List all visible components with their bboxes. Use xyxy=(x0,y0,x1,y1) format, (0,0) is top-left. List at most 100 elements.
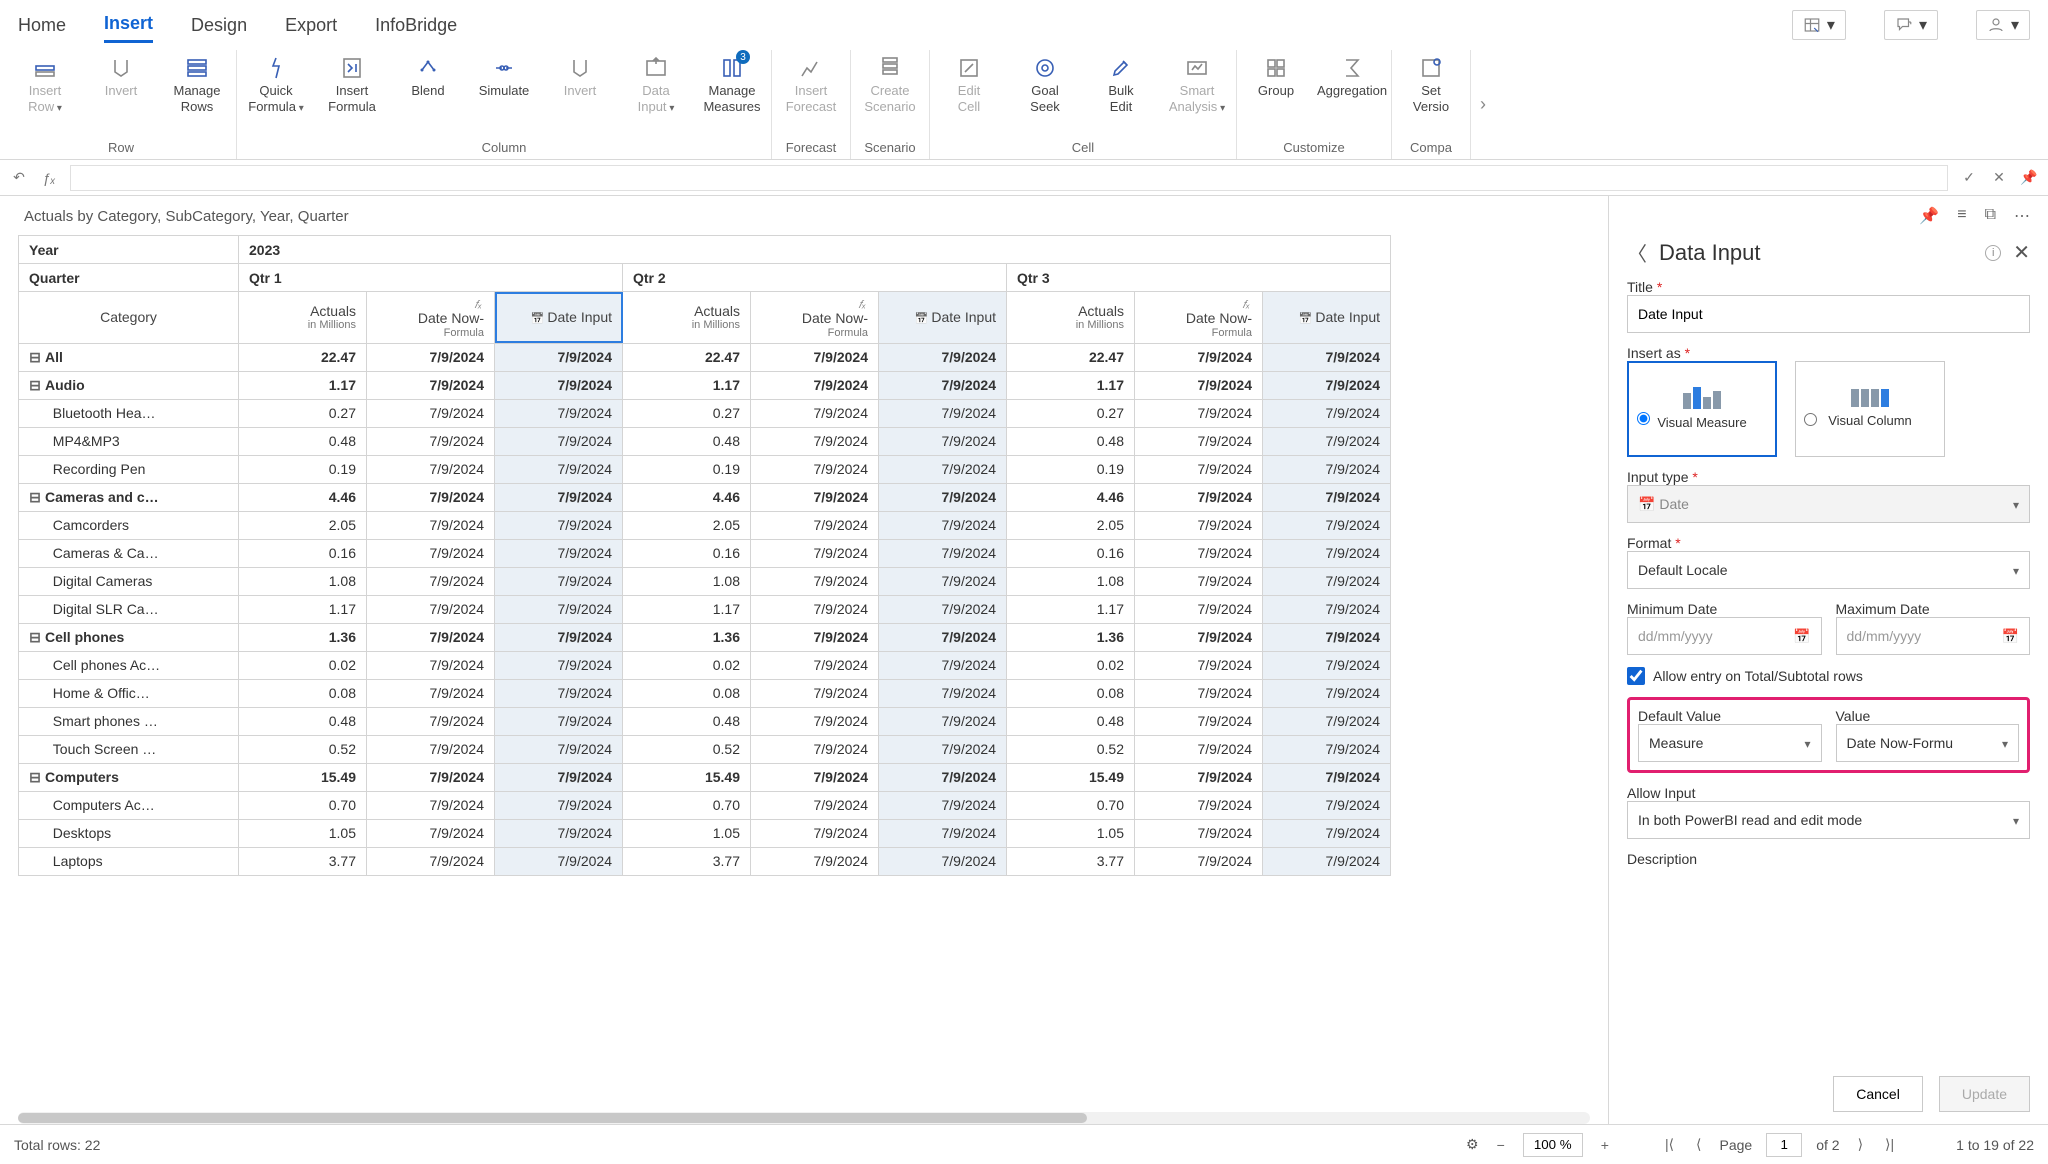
tab-export[interactable]: Export xyxy=(285,9,337,42)
table-row[interactable]: Digital Cameras1.087/9/20247/9/20241.087… xyxy=(19,567,1391,595)
table-tool-button[interactable]: ▾ xyxy=(1792,10,1846,40)
group-button[interactable]: Group xyxy=(1243,54,1309,98)
confirm-icon[interactable]: ✓ xyxy=(1960,169,1978,186)
grid-scroll[interactable]: Year2023QuarterQtr 1Qtr 2Qtr 3CategoryAc… xyxy=(0,235,1608,1108)
ribbon-group-label: Compa xyxy=(1410,138,1452,157)
page-last-button[interactable]: ⟩| xyxy=(1881,1136,1898,1153)
ribbon-group: SetVersio Compa xyxy=(1392,50,1471,159)
settings-icon[interactable]: ⚙ xyxy=(1466,1136,1479,1153)
invert-button[interactable]: Invert xyxy=(88,54,154,98)
horizontal-scrollbar[interactable] xyxy=(18,1112,1590,1124)
table-row[interactable]: Recording Pen0.197/9/20247/9/20240.197/9… xyxy=(19,455,1391,483)
insert-as-visual-column[interactable]: Visual Column xyxy=(1795,361,1945,457)
tab-infobridge[interactable]: InfoBridge xyxy=(375,9,457,42)
simulate-button[interactable]: Simulate xyxy=(471,54,537,98)
insert-rowbutton[interactable]: InsertRow xyxy=(12,54,78,115)
data-inputbutton[interactable]: DataInput xyxy=(623,54,689,115)
comment-tool-button[interactable]: ▾ xyxy=(1884,10,1938,40)
create-scenariobutton[interactable]: CreateScenario xyxy=(857,54,923,115)
ribbon-group-label: Row xyxy=(108,138,134,157)
panel-close-icon[interactable]: ✕ xyxy=(2013,240,2030,265)
allow-total-checkbox[interactable]: Allow entry on Total/Subtotal rows xyxy=(1627,667,2030,685)
popout-panel-icon[interactable]: ⧉ xyxy=(1985,206,1996,226)
insert-forecastbutton[interactable]: InsertForecast xyxy=(778,54,844,115)
user-tool-button[interactable]: ▾ xyxy=(1976,10,2030,40)
table-row[interactable]: ⊟Cameras and c…4.467/9/20247/9/20244.467… xyxy=(19,483,1391,511)
table-row[interactable]: MP4&MP30.487/9/20247/9/20240.487/9/20247… xyxy=(19,427,1391,455)
table-row[interactable]: Bluetooth Hea…0.277/9/20247/9/20240.277/… xyxy=(19,399,1391,427)
input-type-select[interactable]: 📅 Date xyxy=(1627,485,2030,523)
blend-button[interactable]: Blend xyxy=(395,54,461,98)
ribbon-group-label: Customize xyxy=(1283,138,1344,157)
min-date-label: Minimum Date xyxy=(1627,601,1822,617)
table-row[interactable]: Home & Offic…0.087/9/20247/9/20240.087/9… xyxy=(19,679,1391,707)
pin-icon[interactable]: 📌 xyxy=(2020,169,2038,186)
status-bar: Total rows: 22 ⚙ − + |⟨ ⟨ Page of 2 ⟩ ⟩|… xyxy=(0,1124,2048,1164)
table-row[interactable]: Cameras & Ca…0.167/9/20247/9/20240.167/9… xyxy=(19,539,1391,567)
table-row[interactable]: Laptops3.777/9/20247/9/20243.777/9/20247… xyxy=(19,847,1391,875)
invert-button[interactable]: Invert xyxy=(547,54,613,98)
page-input[interactable] xyxy=(1766,1133,1802,1157)
panel-back-icon[interactable]: 〈 xyxy=(1627,238,1647,267)
cancel-icon[interactable]: ✕ xyxy=(1990,169,2008,186)
table-row[interactable]: ⊟Audio1.177/9/20247/9/20241.177/9/20247/… xyxy=(19,371,1391,399)
table-row[interactable]: ⊟All22.477/9/20247/9/202422.477/9/20247/… xyxy=(19,343,1391,371)
page-first-button[interactable]: |⟨ xyxy=(1661,1136,1678,1153)
table-row[interactable]: Digital SLR Ca…1.177/9/20247/9/20241.177… xyxy=(19,595,1391,623)
tab-home[interactable]: Home xyxy=(18,9,66,42)
insert-as-visual-measure[interactable]: Visual Measure xyxy=(1627,361,1777,457)
table-row[interactable]: Desktops1.057/9/20247/9/20241.057/9/2024… xyxy=(19,819,1391,847)
default-value-select[interactable]: Measure xyxy=(1638,724,1822,762)
smart-analysisbutton[interactable]: SmartAnalysis xyxy=(1164,54,1230,115)
pin-panel-icon[interactable]: 📌 xyxy=(1919,206,1939,226)
undo-icon[interactable]: ↶ xyxy=(10,169,28,186)
insert-formulabutton[interactable]: InsertFormula xyxy=(319,54,385,115)
allow-input-label: Allow Input xyxy=(1627,785,2030,801)
panel-info-icon[interactable]: i xyxy=(1985,245,2001,261)
update-button[interactable]: Update xyxy=(1939,1076,2030,1112)
zoom-in-button[interactable]: + xyxy=(1597,1137,1613,1153)
ribbon-group: QuickFormulaInsertFormulaBlendSimulateIn… xyxy=(237,50,772,159)
aggregation-button[interactable]: Aggregation xyxy=(1319,54,1385,98)
ribbon-group: EditCellGoalSeekBulkEditSmartAnalysisCel… xyxy=(930,50,1237,159)
goal-seekbutton[interactable]: GoalSeek xyxy=(1012,54,1078,115)
manage-rowsbutton[interactable]: ManageRows xyxy=(164,54,230,115)
title-label: Title xyxy=(1627,279,2030,295)
filter-panel-icon[interactable]: ≡ xyxy=(1957,206,1966,226)
panel-heading: Data Input xyxy=(1659,240,1973,266)
edit-cellbutton[interactable]: EditCell xyxy=(936,54,1002,115)
page-next-button[interactable]: ⟩ xyxy=(1854,1136,1867,1153)
tab-insert[interactable]: Insert xyxy=(104,7,153,43)
page-prev-button[interactable]: ⟨ xyxy=(1692,1136,1705,1153)
formula-input[interactable] xyxy=(70,165,1948,191)
value-label: Value xyxy=(1836,708,2020,724)
ribbon-group: InsertRowInvertManageRows Row xyxy=(6,50,237,159)
table-row[interactable]: Camcorders2.057/9/20247/9/20242.057/9/20… xyxy=(19,511,1391,539)
zoom-input[interactable] xyxy=(1523,1133,1583,1157)
table-row[interactable]: Cell phones Ac…0.027/9/20247/9/20240.027… xyxy=(19,651,1391,679)
table-row[interactable]: ⊟Cell phones1.367/9/20247/9/20241.367/9/… xyxy=(19,623,1391,651)
title-input[interactable] xyxy=(1627,295,2030,333)
min-date-input[interactable]: dd/mm/yyyy📅 xyxy=(1627,617,1822,655)
manage-measuresbutton[interactable]: ManageMeasures xyxy=(699,54,765,115)
bulk-editbutton[interactable]: BulkEdit xyxy=(1088,54,1154,115)
table-row[interactable]: Computers Ac…0.707/9/20247/9/20240.707/9… xyxy=(19,791,1391,819)
quick-formulabutton[interactable]: QuickFormula xyxy=(243,54,309,115)
insert-as-label: Insert as xyxy=(1627,345,2030,361)
max-date-input[interactable]: dd/mm/yyyy📅 xyxy=(1836,617,2031,655)
tab-design[interactable]: Design xyxy=(191,9,247,42)
ribbon: InsertRowInvertManageRowsRowQuickFormula… xyxy=(0,50,2048,160)
table-row[interactable]: Smart phones …0.487/9/20247/9/20240.487/… xyxy=(19,707,1391,735)
ribbon-scroll-right[interactable]: › xyxy=(1471,94,1495,115)
page-of-label: of 2 xyxy=(1816,1137,1839,1153)
table-row[interactable]: Touch Screen …0.527/9/20247/9/20240.527/… xyxy=(19,735,1391,763)
zoom-out-button[interactable]: − xyxy=(1493,1137,1509,1153)
format-select[interactable]: Default Locale xyxy=(1627,551,2030,589)
fx-icon[interactable]: ƒₓ xyxy=(40,170,58,186)
more-panel-icon[interactable]: ⋯ xyxy=(2014,206,2030,226)
set-versiobutton[interactable]: SetVersio xyxy=(1398,54,1464,115)
table-row[interactable]: ⊟Computers15.497/9/20247/9/202415.497/9/… xyxy=(19,763,1391,791)
cancel-button[interactable]: Cancel xyxy=(1833,1076,1923,1112)
value-select[interactable]: Date Now-Formu xyxy=(1836,724,2020,762)
allow-input-select[interactable]: In both PowerBI read and edit mode xyxy=(1627,801,2030,839)
